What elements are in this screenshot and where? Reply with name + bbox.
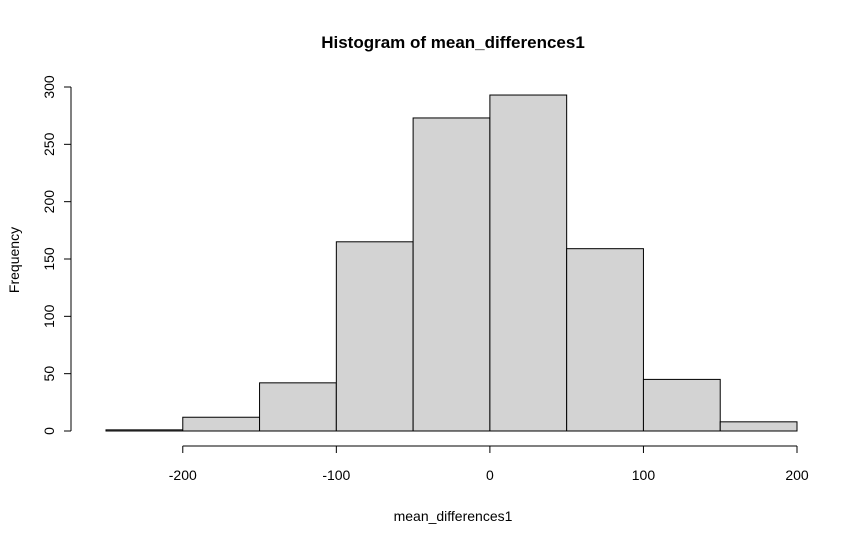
chart-title: Histogram of mean_differences1	[321, 33, 585, 52]
histogram-bar	[259, 382, 337, 432]
histogram-bar	[335, 241, 414, 432]
y-tick-label: 150	[41, 247, 57, 271]
histogram-bar	[719, 421, 798, 432]
y-axis: 0 50 100 150 200 250 300	[41, 75, 72, 435]
histogram-bar	[642, 378, 721, 432]
x-tick-label: 0	[486, 467, 494, 483]
histogram-bar	[489, 94, 568, 432]
x-tick-label: 100	[632, 467, 656, 483]
x-tick-label: -100	[322, 467, 350, 483]
x-tick-label: -200	[169, 467, 197, 483]
y-tick-label: 0	[41, 427, 57, 435]
y-tick-label: 300	[41, 75, 57, 99]
x-axis: -200 -100 0 100 200	[169, 445, 809, 483]
x-axis-label: mean_differences1	[394, 508, 513, 524]
y-tick-label: 100	[41, 304, 57, 328]
histogram-bar	[105, 429, 184, 432]
x-tick-label: 200	[785, 467, 809, 483]
histogram-bar	[412, 117, 491, 432]
y-tick-label: 200	[41, 190, 57, 214]
y-tick-label: 50	[41, 366, 57, 382]
histogram-bar	[182, 416, 261, 432]
y-tick-label: 250	[41, 132, 57, 156]
histogram-bar	[566, 248, 644, 432]
histogram-bars	[105, 94, 798, 432]
y-axis-label: Frequency	[6, 227, 22, 293]
